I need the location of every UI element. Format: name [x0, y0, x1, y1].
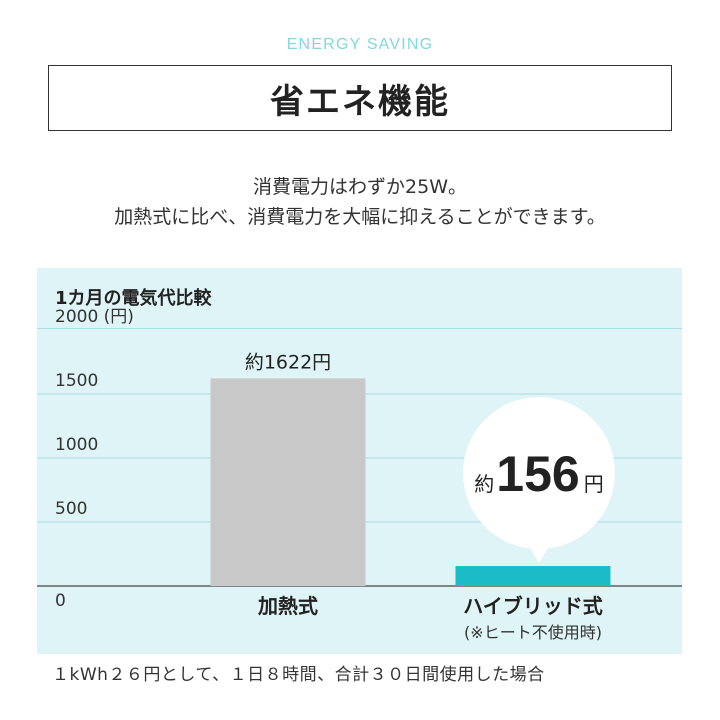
y-tick-label: 1500 — [55, 371, 98, 391]
bar-2 — [455, 566, 611, 586]
description-line-2: 加熱式に比べ、消費電力を大幅に抑えることができます。 — [114, 206, 606, 228]
y-tick-label: 2000 (円) — [55, 307, 134, 327]
chart-panel: 1カ月の電気代比較 2000 (円) 1500 1000 500 0 加熱式 ハイブリッド式… — [37, 268, 682, 654]
eyebrow-label: ENERGY SAVING — [286, 36, 434, 53]
title-box: 省エネ機能 — [48, 65, 672, 131]
footnote: １kWh２６円として、１日８時間、合計３０日間使用した場合 — [52, 665, 545, 685]
page-title: 省エネ機能 — [270, 81, 450, 122]
category-label: ハイブリッド式 — [463, 594, 603, 618]
callout-bubble — [463, 397, 615, 549]
y-tick-label: 0 — [55, 591, 66, 611]
chart-title-divider — [37, 328, 682, 329]
bar-1 — [210, 378, 366, 586]
value-label: 約1622円 — [245, 351, 331, 373]
category-note: (※ヒート不使用時) — [464, 623, 602, 642]
category-label: 加熱式 — [257, 594, 318, 618]
callout-pointer — [527, 543, 551, 563]
callout-value: 約156 円 — [474, 446, 603, 502]
y-tick-label: 1000 — [55, 435, 98, 455]
bar-chart: 2000 (円) 1500 1000 500 0 加熱式 ハイブリッド式 (※ヒート不使用時)… — [37, 307, 682, 642]
chart-title: 1カ月の電気代比較 — [55, 288, 212, 309]
y-tick-label: 500 — [55, 499, 87, 519]
description-line-1: 消費電力はわずか25W。 — [253, 176, 467, 198]
